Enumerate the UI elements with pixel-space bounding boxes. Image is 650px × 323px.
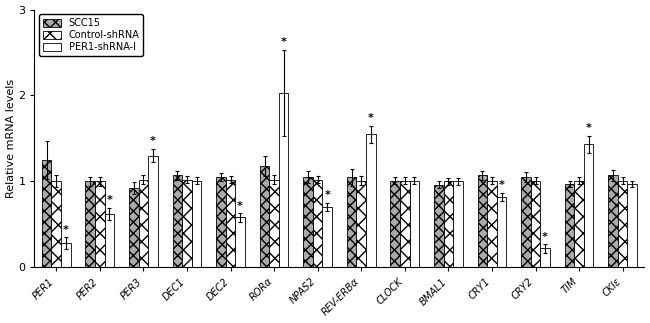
- Bar: [478, 175, 487, 267]
- Text: *: *: [324, 190, 330, 200]
- Bar: [434, 185, 443, 267]
- Bar: [42, 160, 51, 267]
- Bar: [173, 175, 182, 267]
- Bar: [235, 217, 245, 267]
- Bar: [192, 181, 202, 267]
- Text: *: *: [368, 113, 374, 123]
- Text: *: *: [586, 123, 592, 133]
- Bar: [618, 181, 627, 267]
- Bar: [260, 166, 269, 267]
- Bar: [497, 197, 506, 267]
- Bar: [129, 188, 138, 267]
- Bar: [584, 144, 593, 267]
- Bar: [138, 180, 148, 267]
- Bar: [608, 175, 618, 267]
- Bar: [487, 181, 497, 267]
- Bar: [322, 207, 332, 267]
- Bar: [313, 180, 322, 267]
- Text: *: *: [150, 136, 156, 146]
- Bar: [51, 182, 61, 267]
- Bar: [521, 177, 531, 267]
- Bar: [627, 184, 637, 267]
- Bar: [269, 180, 279, 267]
- Text: *: *: [542, 232, 548, 242]
- Bar: [400, 181, 410, 267]
- Text: *: *: [63, 225, 69, 235]
- Bar: [531, 181, 540, 267]
- Bar: [443, 182, 453, 267]
- Bar: [347, 177, 356, 267]
- Bar: [226, 180, 235, 267]
- Bar: [182, 180, 192, 267]
- Bar: [410, 181, 419, 267]
- Text: *: *: [281, 37, 287, 47]
- Bar: [356, 181, 366, 267]
- Bar: [279, 93, 289, 267]
- Bar: [565, 184, 575, 267]
- Bar: [95, 182, 105, 267]
- Bar: [575, 181, 584, 267]
- Bar: [391, 181, 400, 267]
- Y-axis label: Relative mRNA levels: Relative mRNA levels: [6, 79, 16, 198]
- Bar: [216, 177, 226, 267]
- Bar: [148, 156, 158, 267]
- Bar: [540, 248, 550, 267]
- Bar: [453, 182, 463, 267]
- Text: *: *: [499, 180, 504, 190]
- Bar: [61, 243, 71, 267]
- Bar: [304, 177, 313, 267]
- Bar: [366, 134, 376, 267]
- Legend: SCC15, Control-shRNA, PER1-shRNA-I: SCC15, Control-shRNA, PER1-shRNA-I: [40, 15, 143, 56]
- Bar: [105, 214, 114, 267]
- Text: *: *: [237, 201, 243, 211]
- Text: *: *: [107, 195, 112, 205]
- Bar: [85, 182, 95, 267]
